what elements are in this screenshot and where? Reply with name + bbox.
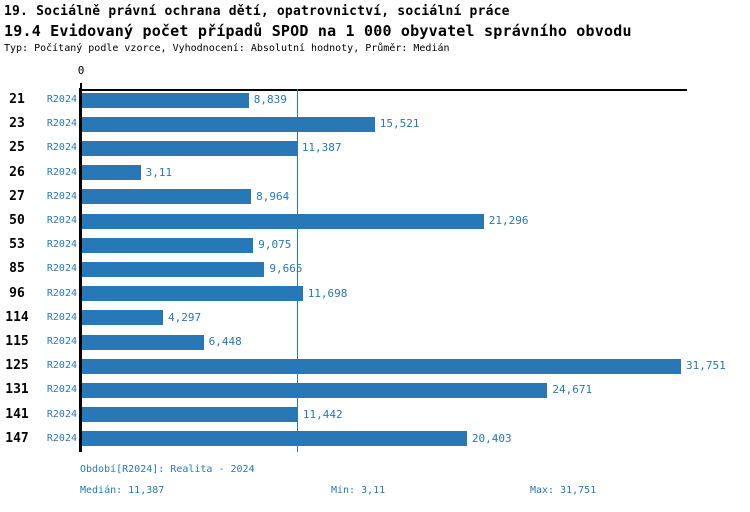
chart-title-line2: 19.4 Evidovaný počet případů SPOD na 1 0… — [4, 22, 632, 40]
row-category-label: 27 — [9, 188, 25, 204]
bar — [82, 189, 252, 205]
footer-max: Max: 31,751 — [530, 485, 597, 496]
footer-median: Medián: 11,387 — [80, 485, 165, 496]
y-axis-line — [79, 88, 82, 452]
chart-subtitle: Typ: Počítaný podle vzorce, Vyhodnocení:… — [4, 43, 450, 54]
row-category-label: 23 — [9, 116, 25, 132]
row-category-label: 125 — [5, 358, 29, 374]
chart-row: 141 R2024 11,442 — [0, 403, 750, 427]
x-axis-zero-tick — [80, 83, 82, 90]
row-category-label: 26 — [9, 164, 25, 180]
bar-value-label: 21,296 — [488, 214, 529, 227]
bar — [82, 213, 484, 229]
row-series-label: R2024 — [46, 263, 77, 275]
row-category-label: 115 — [5, 334, 29, 349]
x-axis-zero-label: 0 — [77, 64, 85, 77]
footer-min: Min: 3,11 — [331, 485, 386, 496]
chart-row: 50 R2024 21,296 — [0, 209, 750, 233]
row-category-label: 21 — [9, 92, 25, 107]
bar-value-label: 11,387 — [301, 141, 342, 155]
bar — [82, 310, 164, 326]
row-category-label: 96 — [9, 285, 25, 301]
x-axis-line — [79, 89, 687, 91]
bar-value-label: 11,442 — [302, 407, 343, 421]
chart-row: 85 R2024 9,665 — [0, 257, 750, 281]
row-category-label: 50 — [9, 213, 25, 228]
bar-value-label: 24,671 — [552, 383, 593, 397]
chart-row: 21 R2024 8,839 — [0, 88, 750, 112]
row-series-label: R2024 — [46, 384, 77, 396]
bar-value-label: 15,521 — [379, 117, 420, 131]
row-category-label: 85 — [9, 261, 25, 277]
bar — [82, 382, 548, 398]
footer-period: Období[R2024]: Realita - 2024 — [80, 464, 255, 475]
row-category-label: 25 — [9, 140, 25, 156]
bar — [82, 286, 303, 302]
bar — [82, 358, 681, 374]
chart-row: 26 R2024 3,11 — [0, 161, 750, 185]
chart-row: 25 R2024 11,387 — [0, 136, 750, 160]
row-series-label: R2024 — [46, 190, 77, 202]
bar — [82, 165, 141, 181]
chart-row: 131 R2024 24,671 — [0, 378, 750, 402]
bar-value-label: 20,403 — [471, 431, 512, 445]
chart-row: 53 R2024 9,075 — [0, 233, 750, 257]
row-category-label: 114 — [5, 309, 29, 325]
bar-value-label: 6,448 — [208, 335, 242, 348]
bar — [82, 407, 298, 423]
row-series-label: R2024 — [46, 94, 77, 105]
row-series-label: R2024 — [46, 432, 77, 444]
row-series-label: R2024 — [46, 336, 77, 347]
chart-title-line1: 19. Sociálně právní ochrana dětí, opatro… — [4, 4, 510, 19]
chart-row: 96 R2024 11,698 — [0, 282, 750, 306]
row-series-label: R2024 — [46, 287, 77, 299]
bar-value-label: 8,839 — [253, 93, 287, 106]
chart-row: 125 R2024 31,751 — [0, 354, 750, 378]
row-series-label: R2024 — [46, 311, 77, 323]
bar-value-label: 11,698 — [307, 286, 348, 300]
row-series-label: R2024 — [46, 215, 77, 226]
row-category-label: 53 — [9, 237, 25, 253]
bar — [82, 140, 297, 156]
bar-value-label: 9,075 — [258, 238, 292, 252]
chart-rows: 21 R2024 8,839 23 R2024 15,521 25 R2024 11,387 26… — [0, 88, 750, 452]
median-reference-line — [297, 89, 298, 452]
row-series-label: R2024 — [46, 118, 77, 130]
bar — [82, 261, 265, 277]
chart-row: 115 R2024 6,448 — [0, 330, 750, 354]
row-series-label: R2024 — [46, 142, 77, 154]
row-category-label: 147 — [5, 430, 29, 446]
row-series-label: R2024 — [46, 408, 77, 420]
bar-value-label: 4,297 — [168, 310, 202, 324]
bar — [82, 116, 375, 132]
bar-chart: 0 21 R2024 8,839 23 R2024 15,521 25 R2024 11,387… — [0, 64, 750, 452]
row-series-label: R2024 — [46, 360, 77, 372]
bar — [82, 92, 249, 108]
chart-row: 23 R2024 15,521 — [0, 112, 750, 136]
chart-row: 114 R2024 4,297 — [0, 306, 750, 330]
bar — [82, 334, 204, 350]
bar-value-label: 3,11 — [145, 165, 173, 179]
row-series-label: R2024 — [46, 239, 77, 251]
bar — [82, 431, 467, 447]
chart-row: 27 R2024 8,964 — [0, 185, 750, 209]
bar-value-label: 31,751 — [686, 359, 726, 373]
row-category-label: 141 — [5, 406, 29, 422]
bar-value-label: 8,964 — [256, 189, 290, 203]
bar — [82, 237, 254, 253]
row-category-label: 131 — [5, 382, 29, 398]
bar-value-label: 9,665 — [269, 262, 303, 276]
row-series-label: R2024 — [46, 166, 77, 178]
chart-row: 147 R2024 20,403 — [0, 427, 750, 451]
